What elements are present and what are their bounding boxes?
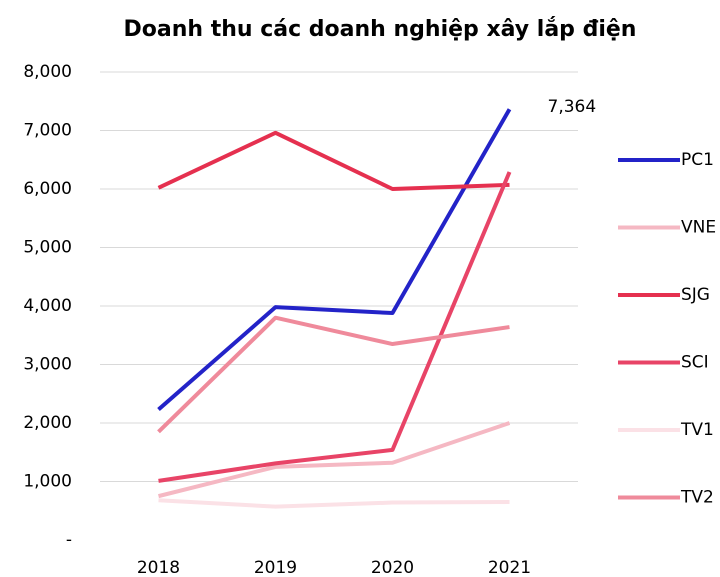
y-tick-label: 4,000 — [23, 296, 72, 316]
legend-label: SJG — [681, 285, 710, 305]
y-tick-label: 2,000 — [23, 413, 72, 433]
data-label: 7,364 — [548, 97, 597, 117]
x-tick-label: 2021 — [488, 558, 531, 577]
y-tick-label: 5,000 — [23, 238, 72, 258]
x-tick-label: 2019 — [254, 558, 297, 577]
series-line — [158, 498, 510, 509]
legend-label: PC1 — [681, 150, 714, 170]
y-tick-label: - — [66, 530, 72, 550]
y-tick-label: 6,000 — [23, 179, 72, 199]
y-tick-label: 8,000 — [23, 62, 72, 82]
y-tick-label: 1,000 — [23, 472, 72, 492]
series-line — [158, 171, 512, 483]
chart-title: Doanh thu các doanh nghiệp xây lắp điện — [124, 16, 637, 42]
series-line — [157, 130, 510, 191]
legend-label: TV1 — [680, 420, 714, 440]
y-tick-label: 7,000 — [23, 121, 72, 141]
legend-label: VNE — [681, 218, 716, 238]
legend-label: SCI — [681, 353, 709, 373]
x-tick-label: 2018 — [137, 558, 180, 577]
series-line — [157, 315, 510, 434]
y-tick-label: 3,000 — [23, 355, 72, 375]
series-line — [158, 421, 511, 499]
x-tick-label: 2020 — [371, 558, 414, 577]
legend-label: TV2 — [680, 488, 714, 508]
series-line — [157, 108, 512, 412]
